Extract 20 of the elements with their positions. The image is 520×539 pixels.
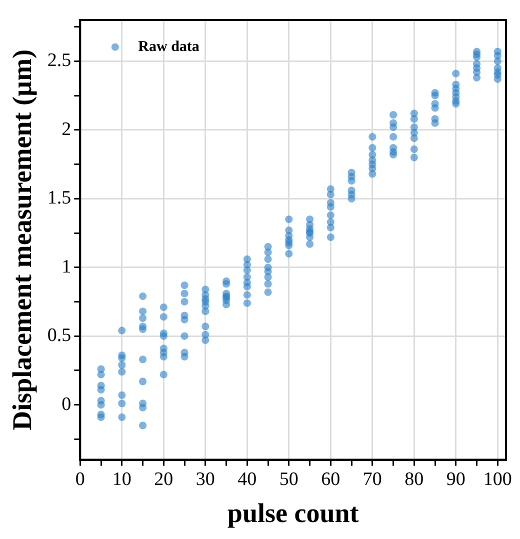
x-tick-label: 80 [404,469,424,490]
y-tick-label: 1 [62,256,72,278]
x-tick-label: 70 [362,469,382,490]
y-tick-label: 2 [62,118,72,140]
y-axis-title: Displacement measurement (µm) [7,49,38,430]
x-tick-label: 100 [483,469,512,490]
y-tick-label: 0 [62,394,72,415]
x-tick-label: 50 [279,469,298,490]
x-tick-label: 90 [446,469,466,490]
y-tick-label: 0.5 [47,325,72,346]
legend-label: Raw data [138,38,200,55]
y-tick-label: 1.5 [47,188,72,209]
x-tick-label: 20 [154,469,174,490]
x-tick-label: 30 [196,469,215,490]
x-tick-label: 0 [75,469,85,490]
x-tick-label: 40 [238,469,257,490]
x-tick-label: 60 [321,469,340,490]
y-tick-label: 2.5 [47,50,72,72]
x-axis-title: pulse count [227,498,359,528]
x-tick-label: 10 [112,469,132,490]
